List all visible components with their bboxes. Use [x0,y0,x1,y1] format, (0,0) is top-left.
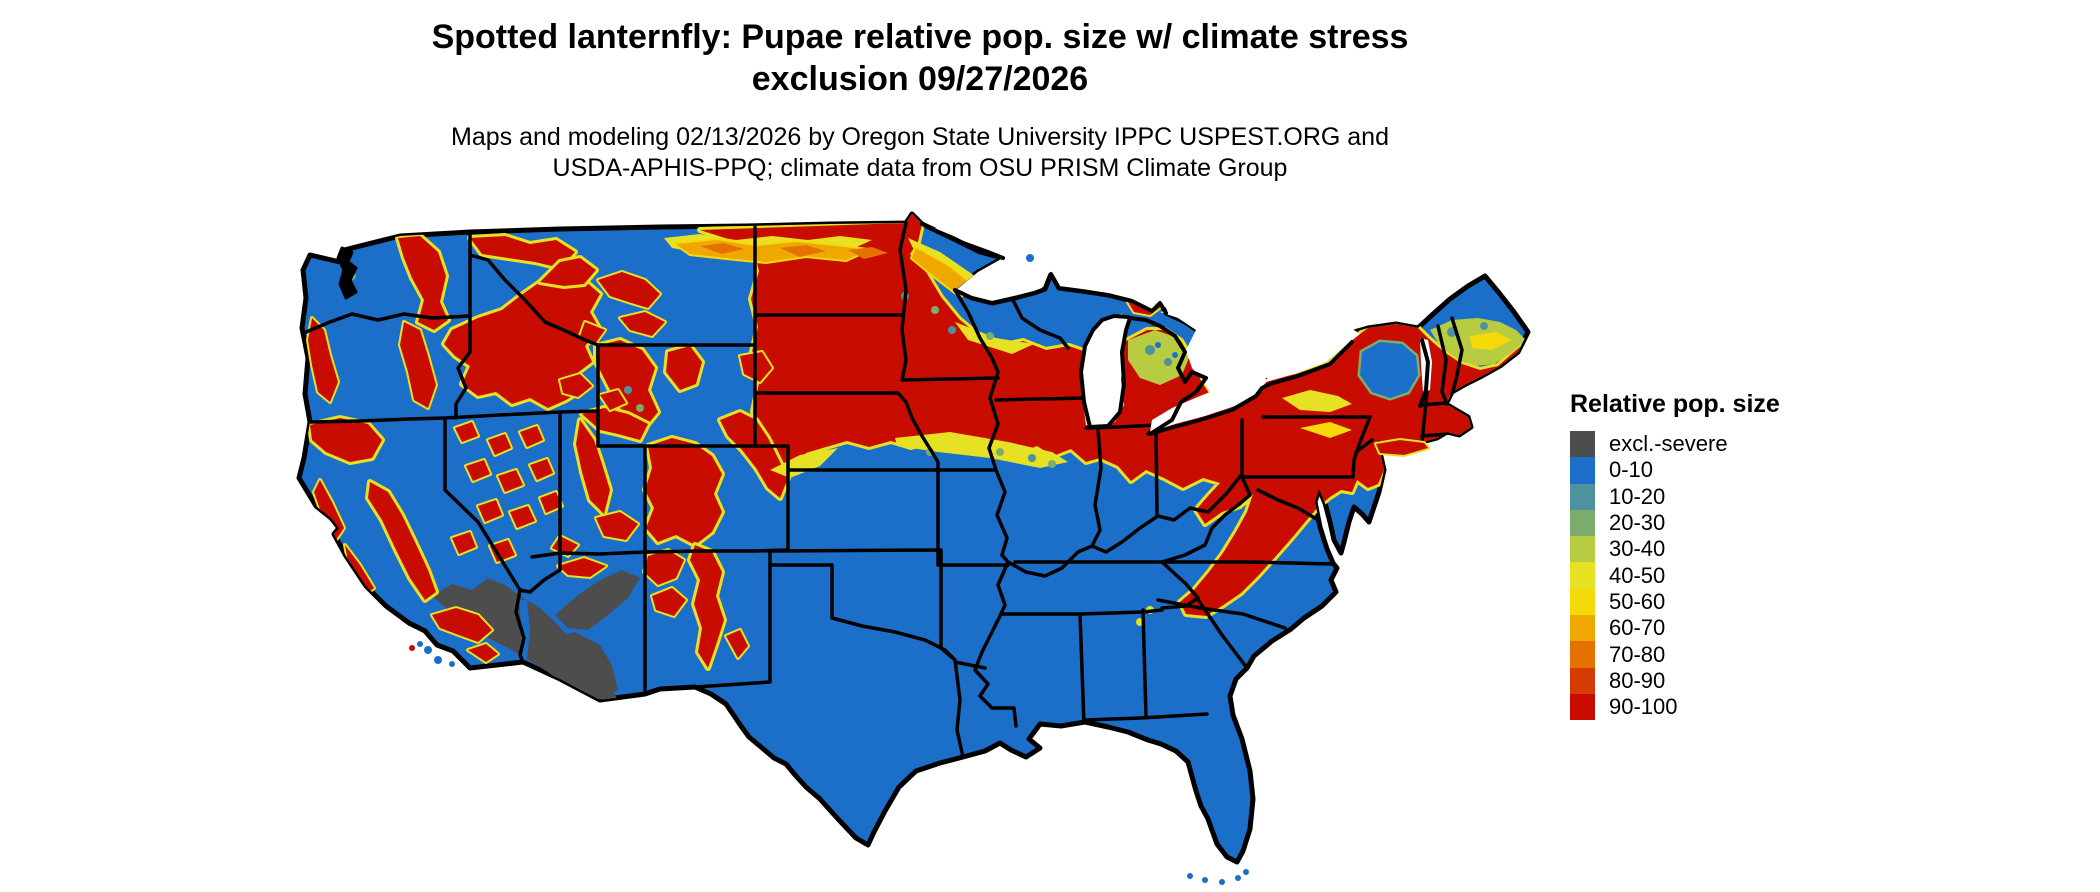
region-adirondacks-low [1357,339,1421,401]
legend-swatch [1570,615,1595,642]
legend-swatch [1570,431,1595,458]
legend-swatch [1570,483,1595,510]
puget-sound [336,246,358,300]
legend-swatch [1570,536,1595,563]
long-island [1374,438,1430,457]
legend-item: 0-10 [1570,457,1830,484]
lake-huron [1160,306,1254,402]
legend-item-label: 60-70 [1609,615,1666,641]
figure-title-line2: exclusion 09/27/2026 [751,60,1089,98]
legend-item-label: 20-30 [1609,510,1666,536]
figure-subtitle-line2: USDA-APHIS-PPQ; climate data from OSU PR… [552,154,1288,182]
legend-swatch [1570,509,1595,537]
isle-royale [1026,254,1034,262]
legend-swatch [1570,588,1595,616]
legend-item-label: excl.-severe [1609,431,1728,457]
map-legend: Relative pop. size excl.-severe 0-10 10-20… [1570,390,1830,721]
legend-item-label: 90-100 [1609,694,1678,720]
legend-item: 70-80 [1570,641,1830,668]
legend-item: 80-90 [1570,667,1830,694]
legend-item: 30-40 [1570,536,1830,563]
islands [336,246,1430,885]
state-borders [304,221,1464,759]
colorado-river-valley [519,599,531,661]
legend-item-label: 10-20 [1609,483,1666,509]
legend-item-label: 30-40 [1609,536,1666,562]
region-high-population-west-mountains [395,233,791,671]
lake-erie [1150,372,1268,432]
legend-item: 90-100 [1570,693,1830,721]
legend-item-label: 40-50 [1609,562,1666,588]
lake-ontario [1266,326,1360,382]
figure-titles: Spotted lanternfly: Pupae relative pop. … [0,16,1840,184]
legend-item-label: 50-60 [1609,588,1666,614]
legend-items: excl.-severe 0-10 10-20 20-30 30-40 40-50 50-6… [1570,431,1830,721]
legend-swatch [1570,641,1595,668]
legend-item-label: 0-10 [1609,457,1654,483]
region-california-ranges [306,316,500,664]
legend-swatch [1570,667,1595,694]
legend-item: excl.-severe [1570,431,1830,458]
legend-item: 60-70 [1570,615,1830,642]
legend-title: Relative pop. size [1570,390,1780,418]
lake-superior [934,226,1170,311]
legend-swatch [1570,562,1595,589]
legend-item: 40-50 [1570,562,1830,589]
figure-title-line1: Spotted lanternfly: Pupae relative pop. … [431,18,1409,56]
great-lakes [920,222,1432,436]
legend-swatch [1570,457,1595,484]
legend-item-label: 70-80 [1609,641,1666,667]
figure-subtitle-line1: Maps and modeling 02/13/2026 by Oregon S… [451,123,1389,151]
figure-subtitle: Maps and modeling 02/13/2026 by Oregon S… [0,122,1840,184]
legend-item: 20-30 [1570,509,1830,537]
legend-item-label: 80-90 [1609,667,1666,693]
lake-michigan [1081,314,1128,428]
legend-swatch [1570,693,1595,721]
legend-item: 10-20 [1570,483,1830,510]
region-nevada-range-slivers [450,420,564,564]
legend-item: 50-60 [1570,588,1830,616]
